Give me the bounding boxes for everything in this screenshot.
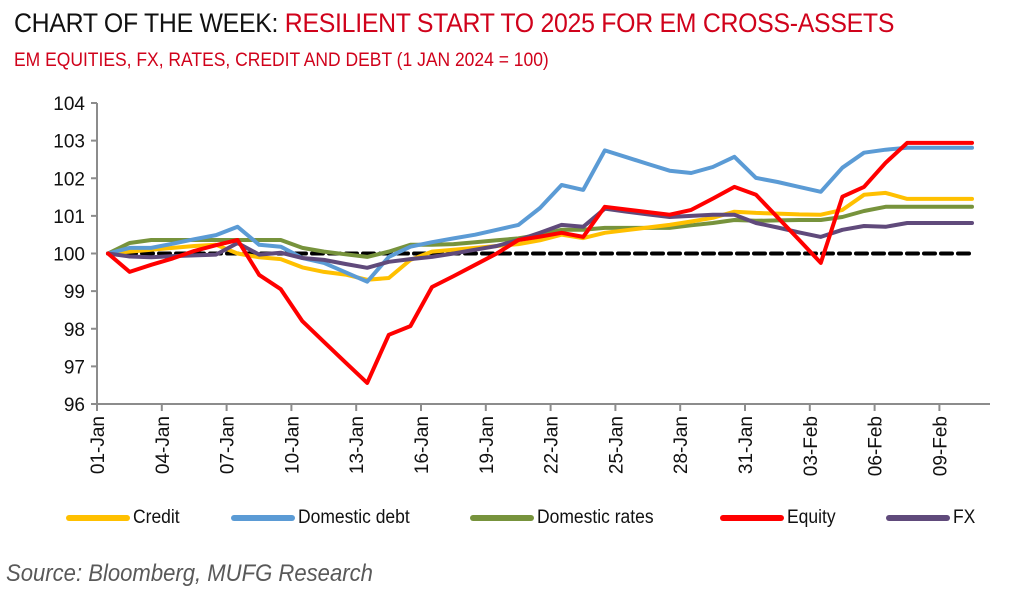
x-tick-label: 25-Jan <box>606 416 627 474</box>
series-line-equity <box>106 140 974 385</box>
x-tick-label: 13-Jan <box>347 416 368 474</box>
legend-label: Credit <box>133 507 180 528</box>
x-tick-label: 03-Feb <box>801 416 822 476</box>
x-tick-label: 19-Jan <box>477 416 498 474</box>
y-tick-label: 101 <box>53 207 85 228</box>
series-line-credit <box>106 190 974 282</box>
x-tick-label: 22-Jan <box>542 416 563 474</box>
legend-label: Domestic debt <box>298 507 410 528</box>
x-tick-label: 31-Jan <box>736 416 757 474</box>
x-tick-label: 07-Jan <box>218 416 239 474</box>
y-tick-label: 102 <box>53 169 85 190</box>
x-tick-label: 28-Jan <box>671 416 692 474</box>
legend-swatch <box>66 515 130 521</box>
legend: Credit Domestic debt Domestic rates Equity F… <box>0 505 1022 531</box>
axes: 96 97 98 99 100 101 102 103 104 01-Jan 04-Jan 07-Ja… <box>53 94 990 476</box>
legend-swatch <box>886 515 950 521</box>
legend-item-domestic-rates: Domestic rates <box>470 505 664 531</box>
legend-item-fx: FX <box>886 505 977 531</box>
chart-title-accent: RESILIENT START TO 2025 FOR EM CROSS-ASS… <box>284 8 895 38</box>
legend-label: Equity <box>787 507 836 528</box>
y-tick-label: 104 <box>53 94 85 115</box>
y-tick-label: 96 <box>64 395 85 416</box>
x-tick-label: 04-Jan <box>153 416 174 474</box>
chart-title: CHART OF THE WEEK: RESILIENT START TO 20… <box>14 8 894 39</box>
series-line-domestic-debt <box>106 145 974 284</box>
legend-swatch <box>470 515 534 521</box>
x-tick-label: 16-Jan <box>412 416 433 474</box>
series-lines <box>106 140 974 385</box>
legend-label: Domestic rates <box>537 507 654 528</box>
x-tick-label: 09-Feb <box>930 416 951 476</box>
y-tick-label: 97 <box>64 357 85 378</box>
line-chart: 96 97 98 99 100 101 102 103 104 01-Jan 04-Jan 07-Ja… <box>53 94 990 476</box>
chart-subtitle: EM EQUITIES, FX, RATES, CREDIT AND DEBT … <box>14 50 549 71</box>
legend-item-credit: Credit <box>66 505 184 531</box>
y-tick-label: 98 <box>64 320 85 341</box>
y-tick-label: 103 <box>53 132 85 153</box>
x-tick-label: 01-Jan <box>88 416 109 474</box>
x-tick-label: 06-Feb <box>866 416 887 476</box>
legend-label: FX <box>953 507 976 528</box>
legend-item-equity: Equity <box>720 505 840 531</box>
chart-title-prefix: CHART OF THE WEEK: <box>14 8 285 38</box>
source-note: Source: Bloomberg, MUFG Research <box>6 560 373 587</box>
x-tick-label: 10-Jan <box>282 416 303 474</box>
legend-item-domestic-debt: Domestic debt <box>231 505 419 531</box>
legend-swatch <box>720 515 784 521</box>
legend-swatch <box>231 515 295 521</box>
y-tick-label: 99 <box>64 282 85 303</box>
y-tick-label: 100 <box>53 245 85 266</box>
